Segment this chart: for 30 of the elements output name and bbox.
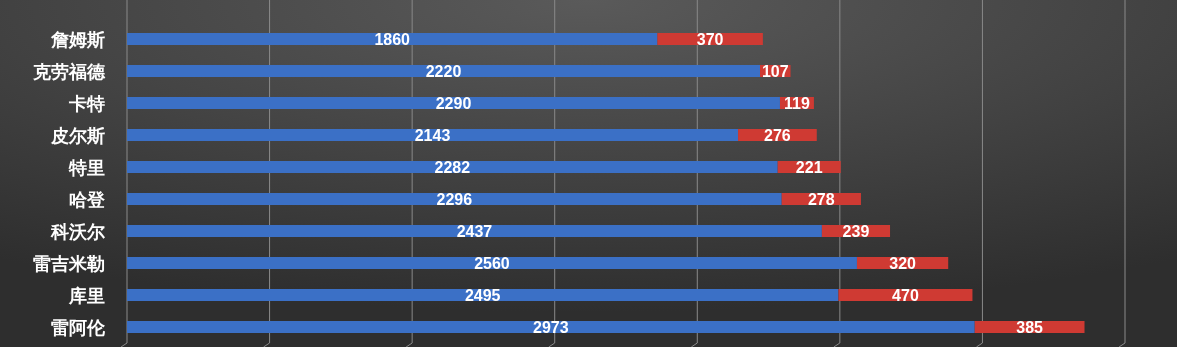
data-label: 107: [761, 63, 789, 80]
data-label: 278: [807, 191, 835, 208]
y-tick-label: 克劳福德: [32, 62, 106, 82]
data-label: 119: [784, 95, 810, 112]
data-label: 2143: [414, 127, 451, 144]
y-tick-label: 库里: [68, 286, 105, 306]
y-tick-label: 雷阿伦: [51, 318, 106, 338]
data-label: 2282: [434, 159, 471, 176]
data-label: 2296: [436, 191, 473, 208]
data-label: 2560: [474, 255, 510, 272]
y-tick-label: 詹姆斯: [50, 30, 105, 50]
y-tick-label: 特里: [68, 158, 105, 178]
data-label: 320: [889, 255, 917, 272]
data-label: 2290: [435, 95, 472, 112]
y-tick-label: 雷吉米勒: [33, 254, 105, 274]
data-label: 370: [696, 31, 724, 48]
data-label: 276: [764, 127, 791, 144]
data-label: 221: [795, 159, 823, 176]
data-label: 2437: [456, 223, 493, 240]
y-tick-label: 科沃尔: [50, 222, 106, 242]
y-tick-label: 哈登: [69, 190, 106, 210]
data-label: 2220: [425, 63, 462, 80]
data-label: 2495: [464, 287, 501, 304]
y-tick-label: 皮尔斯: [50, 126, 105, 146]
data-label: 470: [892, 287, 919, 304]
data-label: 385: [1016, 319, 1044, 336]
data-label: 239: [842, 223, 870, 240]
data-label: 1860: [374, 31, 411, 48]
y-tick-label: 卡特: [68, 94, 105, 114]
data-label: 2973: [533, 319, 569, 336]
